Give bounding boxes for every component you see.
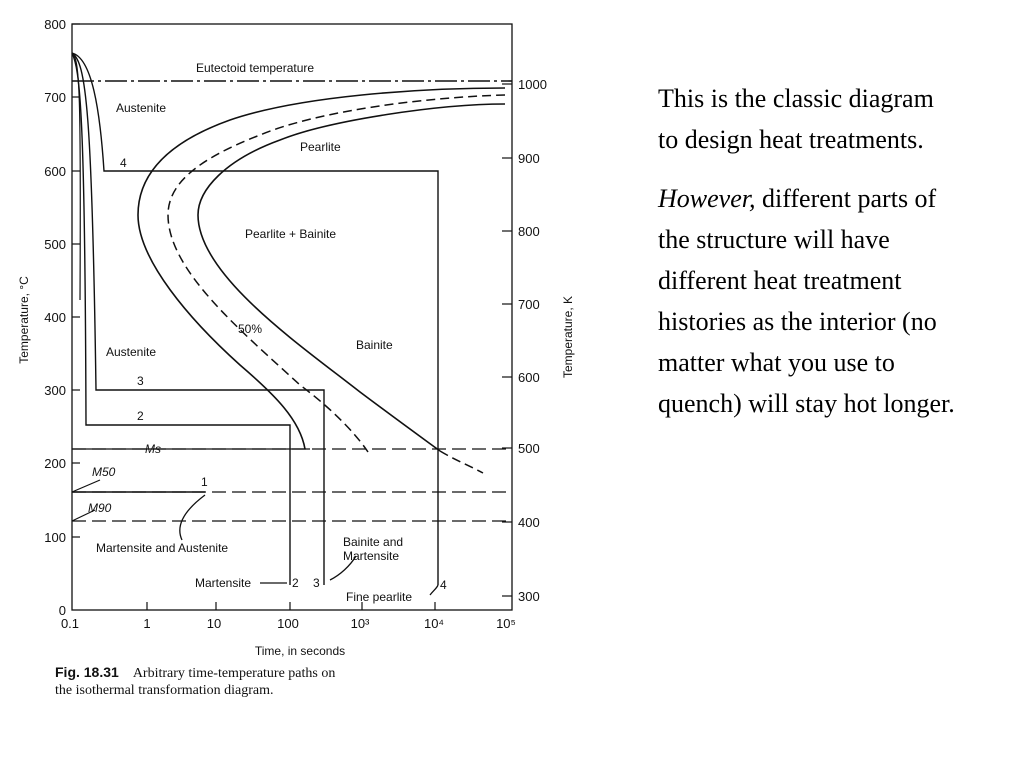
- transformation-start-curve: [137, 87, 506, 450]
- bottom-tick-label: 0.1: [61, 616, 79, 631]
- left-axis-title: Temperature, °C: [17, 276, 31, 364]
- figure-caption-label: Fig. 18.31: [55, 664, 119, 680]
- fifty-percent-label: 50%: [238, 322, 262, 336]
- note-paragraph-2-text: different parts of the structure will ha…: [658, 184, 955, 418]
- austenite-top-label: Austenite: [116, 101, 166, 115]
- bottom-tick-label: 10³: [351, 616, 370, 631]
- bottom-tick-label: 10⁴: [424, 616, 444, 631]
- right-tick-label: 300: [518, 589, 540, 604]
- bottom-tick-label: 100: [277, 616, 299, 631]
- right-tick-label: 1000: [518, 77, 547, 92]
- arrow-path-1: [179, 494, 206, 541]
- path-number-1: 1: [201, 475, 208, 489]
- ms-label: Ms: [145, 442, 161, 456]
- left-tick-label: 200: [44, 456, 66, 471]
- note-however: However,: [658, 184, 756, 213]
- pearlite-label: Pearlite: [300, 140, 341, 154]
- path-end-3: 3: [313, 576, 320, 590]
- left-tick-label: 400: [44, 310, 66, 325]
- path-end-4: 4: [440, 578, 447, 592]
- eutectoid-label: Eutectoid temperature: [196, 61, 314, 75]
- left-tick-label: 800: [44, 17, 66, 32]
- path-end-2: 2: [292, 576, 299, 590]
- ms-arrow-left: [71, 479, 101, 493]
- right-axis-title: Temperature, K: [561, 296, 575, 378]
- fine-pearlite-label: Fine pearlite: [346, 590, 412, 604]
- transformation-end-curve: [197, 103, 506, 452]
- arrow-path-3: [329, 555, 357, 581]
- pearlite-bainite-label: Pearlite + Bainite: [245, 227, 336, 241]
- m50-label: M50: [92, 465, 116, 479]
- right-tick-label: 400: [518, 515, 540, 530]
- arrow-fine-pearlite: [429, 584, 439, 596]
- right-axis-ticks: [502, 83, 512, 597]
- left-tick-label: 100: [44, 530, 66, 545]
- left-tick-label: 600: [44, 164, 66, 179]
- left-tick-label: 0: [59, 603, 66, 618]
- left-axis-tick-labels: 800 700 600 500 400 300 200 100 0: [44, 17, 66, 618]
- right-tick-label: 900: [518, 151, 540, 166]
- fifty-percent-curve: [167, 94, 506, 453]
- bottom-axis-ticks: [146, 602, 436, 610]
- slide-notes: This is the classic diagram to design he…: [658, 78, 958, 442]
- martensite-austenite-label: Martensite and Austenite: [96, 541, 228, 555]
- m90-label: M90: [88, 501, 112, 515]
- bainite-martensite-label-2: Martensite: [343, 549, 399, 563]
- left-tick-label: 500: [44, 237, 66, 252]
- cooling-path-4: [71, 52, 439, 585]
- austenite-low-label: Austenite: [106, 345, 156, 359]
- bottom-tick-label: 10⁵: [496, 616, 516, 631]
- bottom-axis-tick-labels: 0.1 1 10 100 10³ 10⁴ 10⁵: [61, 616, 516, 631]
- path-number-2: 2: [137, 409, 144, 423]
- martensite-label: Martensite: [195, 576, 251, 590]
- m90-arrow-left: [71, 509, 96, 522]
- bottom-tick-label: 1: [143, 616, 150, 631]
- path-number-4: 4: [120, 156, 127, 170]
- figure-caption: Fig. 18.31 Arbitrary time-temperature pat…: [55, 664, 355, 699]
- bainite-martensite-label-1: Bainite and: [343, 535, 403, 549]
- path-number-3: 3: [137, 374, 144, 388]
- right-tick-label: 700: [518, 297, 540, 312]
- note-paragraph-2: However, different parts of the structur…: [658, 178, 958, 424]
- left-tick-label: 700: [44, 90, 66, 105]
- bottom-axis-title: Time, in seconds: [255, 644, 345, 658]
- right-axis-tick-labels: 1000 900 800 700 600 500 400 300: [518, 77, 547, 604]
- right-tick-label: 600: [518, 370, 540, 385]
- bottom-tick-label: 10: [207, 616, 221, 631]
- cooling-path-extra: [71, 52, 81, 301]
- transformation-end-curve-tail: [439, 450, 484, 474]
- cooling-path-1: [71, 52, 291, 585]
- right-tick-label: 800: [518, 224, 540, 239]
- figure-caption-text: Arbitrary time-temperature paths on the …: [55, 666, 336, 698]
- note-paragraph-1: This is the classic diagram to design he…: [658, 84, 934, 154]
- cooling-path-3: [71, 52, 325, 585]
- right-tick-label: 500: [518, 441, 540, 456]
- left-tick-label: 300: [44, 383, 66, 398]
- bainite-label: Bainite: [356, 338, 393, 352]
